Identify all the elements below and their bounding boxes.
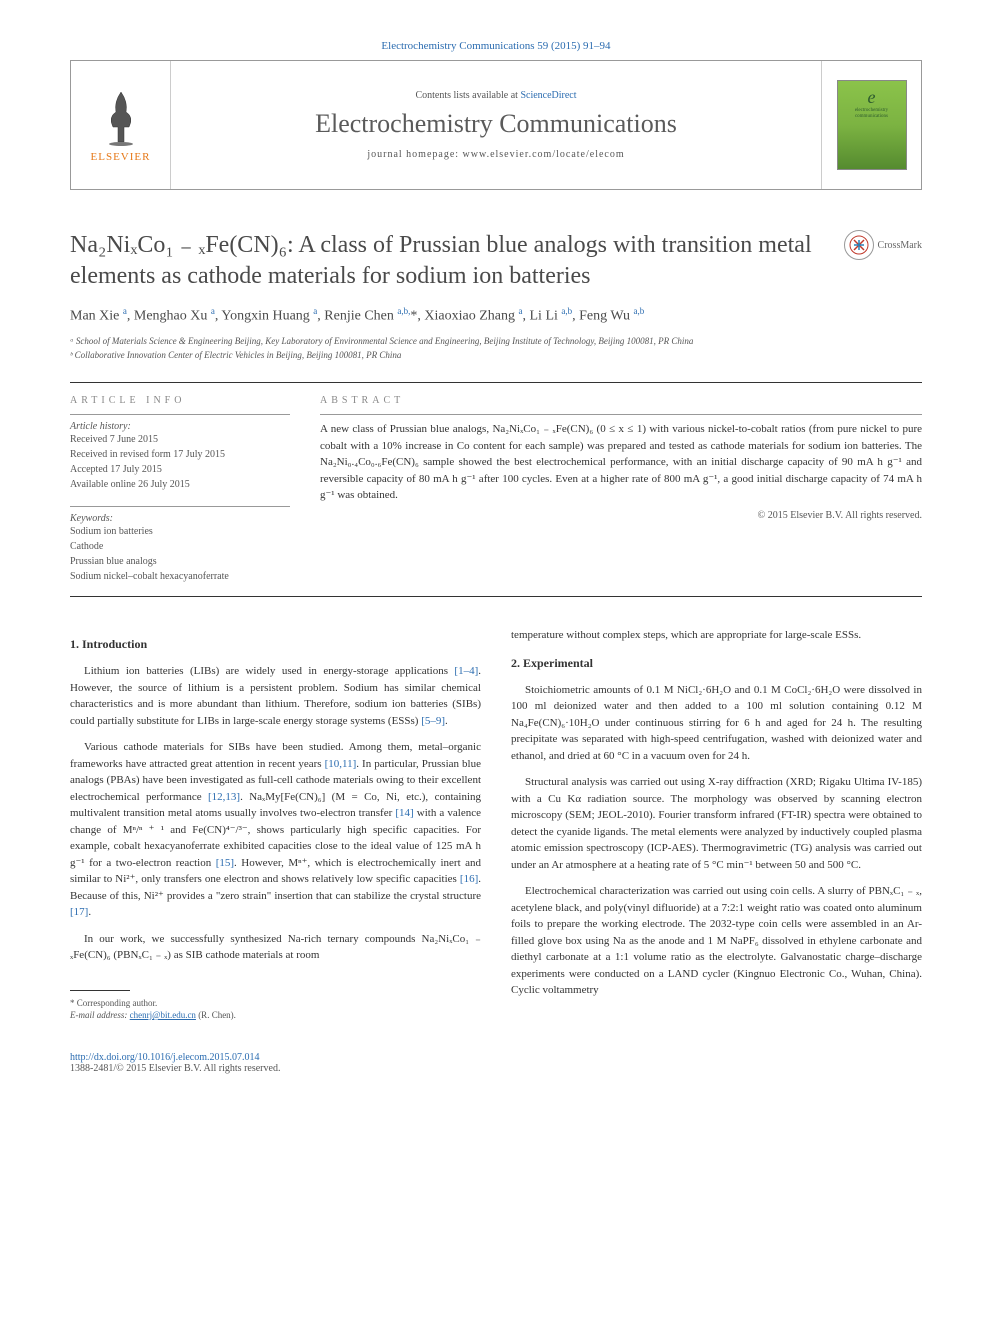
intro-para-2: Various cathode materials for SIBs have …: [70, 739, 481, 921]
affiliation-b: ᵇ Collaborative Innovation Center of Ele…: [70, 349, 922, 363]
journal-cover-cell: e electrochemistry communications: [821, 61, 921, 189]
affiliations: ᵃ School of Materials Science & Engineer…: [70, 335, 922, 362]
intro-para-1: Lithium ion batteries (LIBs) are widely …: [70, 663, 481, 729]
section-2-heading: 2. Experimental: [511, 654, 922, 672]
issn-copyright: 1388-2481/© 2015 Elsevier B.V. All right…: [70, 1063, 922, 1074]
meta-abstract-block: ARTICLE INFO Article history: Received 7…: [70, 382, 922, 597]
history-label: Article history:: [70, 421, 290, 432]
intro-continuation: temperature without complex steps, which…: [511, 627, 922, 644]
exp-para-1: Stoichiometric amounts of 0.1 M NiCl₂·6H…: [511, 682, 922, 765]
authors-line: Man Xie a, Menghao Xu a, Yongxin Huang a…: [70, 306, 922, 325]
article-title: Na₂NiₓCo₁ ₋ ₓFe(CN)₆: A class of Prussia…: [70, 230, 844, 292]
keyword-2: Cathode: [70, 539, 290, 554]
cover-line-2: communications: [855, 114, 888, 120]
footnote-separator: [70, 990, 130, 991]
history-online: Available online 26 July 2015: [70, 477, 290, 492]
email-line: E-mail address: chenrj@bit.edu.cn (R. Ch…: [70, 1009, 481, 1022]
elsevier-logo[interactable]: ELSEVIER: [86, 80, 156, 170]
corr-email-link[interactable]: chenrj@bit.edu.cn: [130, 1010, 196, 1020]
exp-para-3: Electrochemical characterization was car…: [511, 883, 922, 999]
journal-homepage: journal homepage: www.elsevier.com/locat…: [367, 149, 624, 160]
journal-cover-thumbnail[interactable]: e electrochemistry communications: [837, 80, 907, 170]
body-columns: 1. Introduction Lithium ion batteries (L…: [70, 627, 922, 1022]
history-accepted: Accepted 17 July 2015: [70, 462, 290, 477]
keywords-label: Keywords:: [70, 513, 290, 524]
page-footer: http://dx.doi.org/10.1016/j.elecom.2015.…: [70, 1052, 922, 1074]
section-1-heading: 1. Introduction: [70, 635, 481, 653]
email-label: E-mail address:: [70, 1010, 130, 1020]
right-column: temperature without complex steps, which…: [511, 627, 922, 1022]
elsevier-tree-icon: [96, 87, 146, 147]
abstract-column: ABSTRACT A new class of Prussian blue an…: [320, 395, 922, 584]
history-revised: Received in revised form 17 July 2015: [70, 447, 290, 462]
contents-prefix: Contents lists available at: [415, 90, 520, 101]
publisher-logo-cell: ELSEVIER: [71, 61, 171, 189]
abstract-text: A new class of Prussian blue analogs, Na…: [320, 421, 922, 504]
journal-name: Electrochemistry Communications: [315, 109, 677, 139]
contents-line: Contents lists available at ScienceDirec…: [415, 90, 576, 101]
exp-para-2: Structural analysis was carried out usin…: [511, 774, 922, 873]
journal-reference: Electrochemistry Communications 59 (2015…: [70, 40, 922, 52]
corr-line: * Corresponding author.: [70, 997, 481, 1010]
abstract-copyright: © 2015 Elsevier B.V. All rights reserved…: [320, 510, 922, 521]
keyword-4: Sodium nickel–cobalt hexacyanoferrate: [70, 569, 290, 584]
doi-link[interactable]: http://dx.doi.org/10.1016/j.elecom.2015.…: [70, 1052, 260, 1063]
keyword-1: Sodium ion batteries: [70, 524, 290, 539]
journal-header: ELSEVIER Contents lists available at Sci…: [70, 60, 922, 190]
header-center: Contents lists available at ScienceDirec…: [171, 61, 821, 189]
affiliation-a: ᵃ School of Materials Science & Engineer…: [70, 335, 922, 349]
publisher-name: ELSEVIER: [91, 151, 151, 163]
article-info-heading: ARTICLE INFO: [70, 395, 290, 406]
history-received: Received 7 June 2015: [70, 432, 290, 447]
abstract-heading: ABSTRACT: [320, 395, 922, 406]
sciencedirect-link[interactable]: ScienceDirect: [520, 90, 576, 101]
crossmark-badge[interactable]: CrossMark: [844, 230, 922, 260]
corresponding-author-footnote: * Corresponding author. E-mail address: …: [70, 997, 481, 1022]
title-row: Na₂NiₓCo₁ ₋ ₓFe(CN)₆: A class of Prussia…: [70, 230, 922, 292]
email-suffix: (R. Chen).: [196, 1010, 236, 1020]
cover-italic-e: e: [868, 87, 876, 108]
keyword-3: Prussian blue analogs: [70, 554, 290, 569]
intro-para-3: In our work, we successfully synthesized…: [70, 931, 481, 964]
left-column: 1. Introduction Lithium ion batteries (L…: [70, 627, 481, 1022]
crossmark-label: CrossMark: [878, 240, 922, 251]
crossmark-icon: [844, 230, 874, 260]
cover-text: electrochemistry communications: [855, 108, 888, 120]
article-info-column: ARTICLE INFO Article history: Received 7…: [70, 395, 290, 584]
